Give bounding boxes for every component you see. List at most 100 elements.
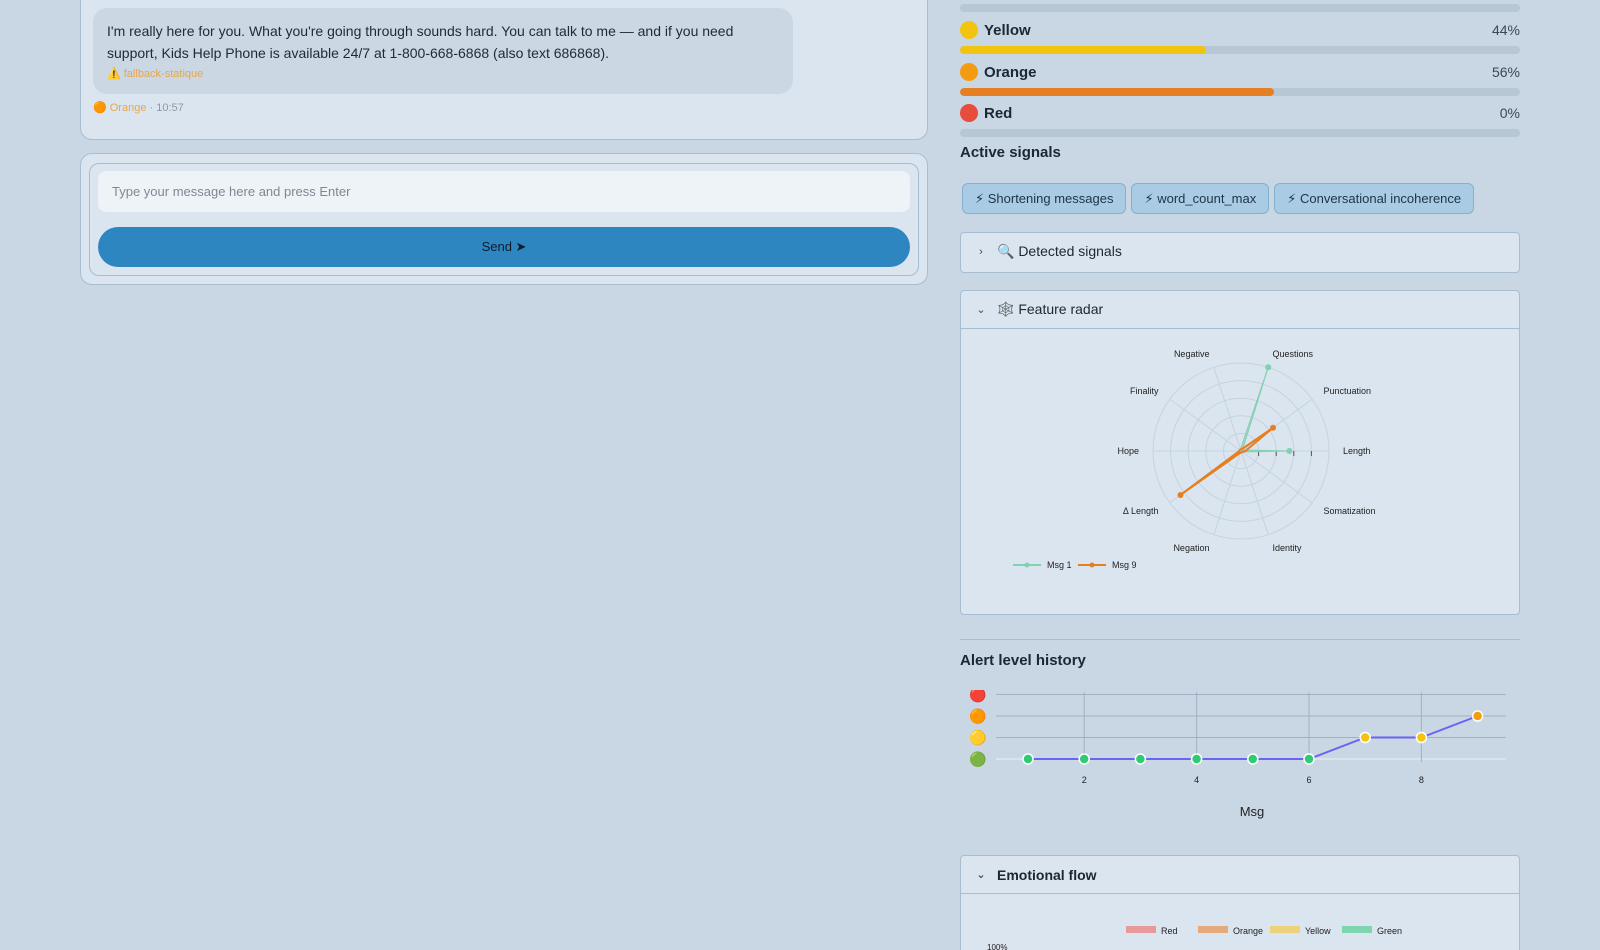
level-bar [960,129,1520,137]
radar-axis-label: Somatization [1324,506,1376,516]
history-x-tick: 8 [1419,775,1424,785]
radar-axis-label: Negative [1174,349,1210,359]
emotional-y-tick: 100% [987,943,1007,950]
level-bar [960,88,1520,96]
message-level: 🟠 Orange [93,102,147,114]
level-percent: 0% [1499,105,1520,121]
emotional-legend-swatch [1126,926,1156,933]
legend-label: Msg 1 [1047,560,1072,570]
radar-axis-line [1240,450,1313,504]
feature-radar-label: 🕸️ Feature radar [997,301,1104,317]
emotional-legend-swatch [1270,926,1300,933]
emotional-legend-label: Orange [1233,926,1263,936]
level-bar [960,46,1520,54]
level-percent: 44% [1491,22,1520,38]
detected-signals-accordion: › 🔍 Detected signals [960,232,1520,273]
radar-point [1177,491,1184,498]
history-level-label: 🟠 [969,708,986,725]
level-bar-fill [960,88,1274,96]
feature-radar-toggle[interactable]: ⌄ 🕸️ Feature radar [961,291,1519,329]
radar-axis-label: Δ Length [1123,506,1159,516]
detected-signals-toggle[interactable]: › 🔍 Detected signals [961,233,1519,271]
emotional-legend-label: Green [1377,926,1402,936]
radar-axis-line [1240,450,1269,535]
signal-chips: ⚡ Shortening messages ⚡ word_count_max ⚡… [962,183,1475,214]
history-point [1247,753,1259,765]
composer-card: Send ➤ [80,153,928,285]
level-bar-fill [960,46,1207,54]
history-x-tick: 4 [1194,775,1199,785]
active-signals-title: Active signals [960,144,1061,161]
send-button[interactable]: Send ➤ [98,227,910,267]
history-x-tick: 6 [1306,775,1311,785]
level-row-red: Red 0% [960,102,1520,137]
legend-marker [1024,562,1030,568]
radar-axis-line [1213,450,1242,535]
chat-history-card: I'm really here for you. What you're goi… [80,0,928,140]
chevron-down-icon: ⌄ [976,869,986,881]
chevron-right-icon: › [979,245,983,258]
radar-axis-label: Hope [1117,446,1139,456]
emotional-legend-label: Yellow [1305,926,1331,936]
legend-label: Msg 9 [1112,560,1137,570]
fallback-tag: ⚠️ fallback-statique [107,68,204,80]
history-point [1415,731,1428,744]
radar-point [1286,448,1293,454]
detected-signals-label: 🔍 Detected signals [997,243,1122,259]
chevron-down-icon: ⌄ [976,304,986,316]
assistant-message-text: I'm really here for you. What you're goi… [107,23,734,61]
history-x-label: Msg [1240,804,1265,819]
green-level-bar [960,4,1520,12]
level-name: Orange [984,63,1037,81]
history-x-tick: 2 [1082,775,1087,785]
level-row-orange: Orange 56% [960,61,1520,96]
radar-axis-label: Negation [1173,543,1209,553]
history-point [1190,753,1203,765]
yellow-circle-icon [960,21,978,39]
orange-circle-icon [960,63,978,81]
history-level-label: 🔴 [969,690,986,704]
signal-chip[interactable]: ⚡ word_count_max [1131,183,1270,214]
history-level-label: 🟡 [969,730,986,747]
radar-axis-label: Length [1343,446,1371,456]
message-input[interactable] [98,171,910,212]
radar-axis-label: Punctuation [1324,386,1372,396]
level-row-yellow: Yellow 44% [960,19,1520,54]
signal-chip[interactable]: ⚡ Conversational incoherence [1274,183,1475,214]
message-meta: 🟠 Orange · 10:57 [93,101,184,114]
radar-axis-line [1169,398,1242,452]
level-name: Yellow [984,21,1031,39]
emotional-flow-label: Emotional flow [997,866,1097,883]
radar-axis-label: Identity [1273,543,1303,553]
alert-history-title: Alert level history [960,652,1086,669]
emotional-legend-swatch [1342,926,1372,933]
history-point [1022,753,1034,765]
history-point [1359,731,1371,744]
alert-history-chart: 🔴 🟠 🟡 🟢 2 4 6 8 Msg [969,690,1506,819]
radar-series-area [1179,426,1274,496]
legend-marker [1089,562,1095,568]
emotional-flow-toggle[interactable]: ⌄ Emotional flow [961,856,1519,894]
composer-box: Send ➤ [89,163,919,276]
history-level-label: 🟢 [969,751,986,768]
radar-axis-label: Questions [1273,349,1314,359]
section-divider [960,639,1520,640]
emotional-flow-accordion: ⌄ Emotional flow Red Orange Yellow Green 100… [960,855,1520,950]
radar-point [1265,364,1272,371]
level-percent: 56% [1491,64,1520,80]
signal-chip[interactable]: ⚡ Shortening messages [962,183,1127,214]
feature-radar-chart: Length Punctuation Questions Negative Finali… [1013,349,1376,570]
emotional-legend-label: Red [1161,926,1178,936]
history-point [1471,710,1484,722]
red-circle-icon [960,104,978,122]
message-time: 10:57 [156,102,184,114]
radar-axis-line [1213,367,1242,452]
radar-point [1270,424,1277,431]
history-point [1134,753,1147,765]
history-point [1078,753,1090,765]
radar-series-area [1238,367,1290,454]
emotional-legend-swatch [1198,926,1228,933]
history-point [1303,753,1315,765]
meta-separator: · [149,102,154,114]
radar-axis-label: Finality [1130,386,1159,396]
